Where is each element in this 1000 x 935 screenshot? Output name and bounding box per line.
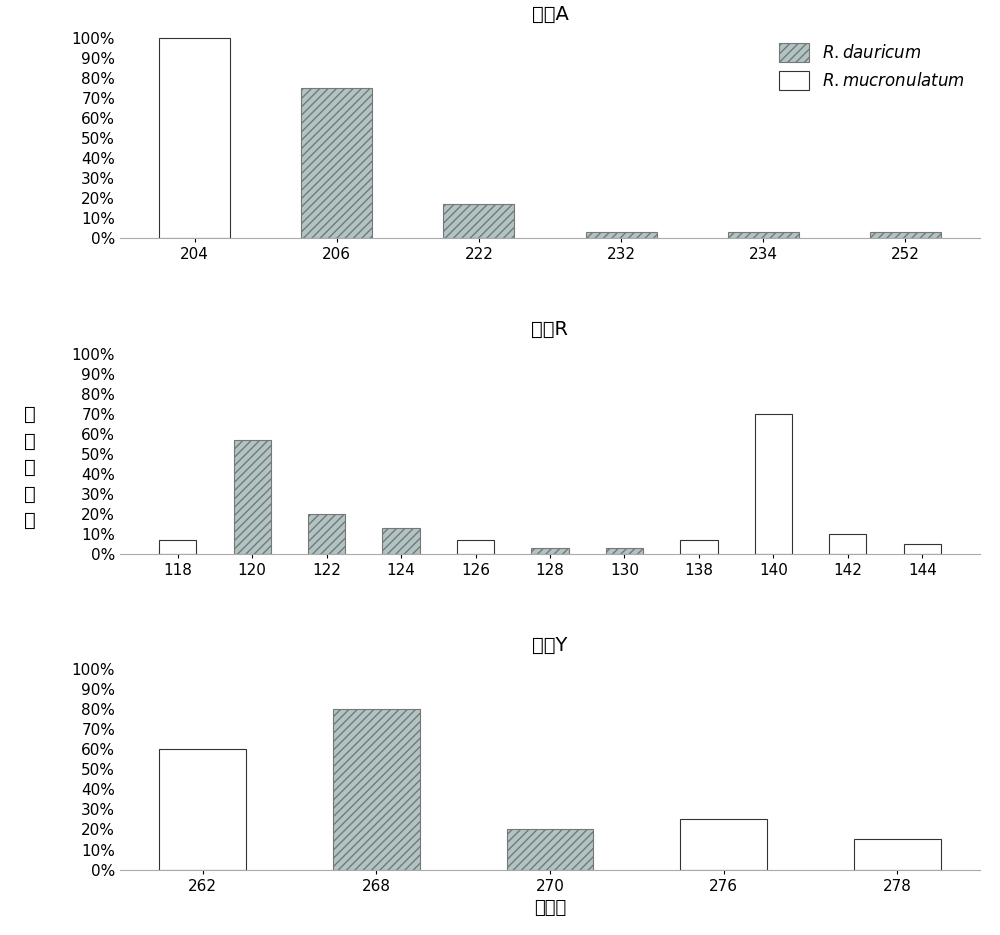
Bar <box>854 840 941 870</box>
Bar <box>606 548 643 554</box>
Bar <box>755 413 792 554</box>
Bar <box>159 539 196 554</box>
Text: 基
因
型
频
率: 基 因 型 频 率 <box>24 405 36 530</box>
Bar <box>680 539 718 554</box>
Bar <box>586 233 657 238</box>
Bar <box>531 548 569 554</box>
Title: 引物R: 引物R <box>532 321 568 339</box>
Bar <box>382 528 420 554</box>
Bar <box>829 534 866 554</box>
Bar <box>507 829 593 870</box>
Legend: $\it{R. dauricum}$, $\it{R. mucronulatum}$: $\it{R. dauricum}$, $\it{R. mucronulatum… <box>772 36 972 96</box>
Bar <box>308 514 345 554</box>
Bar <box>457 539 494 554</box>
Bar <box>680 819 767 870</box>
X-axis label: 基因型: 基因型 <box>534 899 566 917</box>
Bar <box>333 710 420 870</box>
Bar <box>159 548 196 554</box>
Bar <box>159 749 246 870</box>
Title: 引物A: 引物A <box>532 5 568 23</box>
Bar <box>728 233 799 238</box>
Bar <box>904 544 941 554</box>
Bar <box>159 38 230 238</box>
Bar <box>870 233 941 238</box>
Bar <box>301 88 372 238</box>
Title: 引物Y: 引物Y <box>532 636 568 654</box>
Bar <box>443 205 514 238</box>
Bar <box>234 439 271 554</box>
